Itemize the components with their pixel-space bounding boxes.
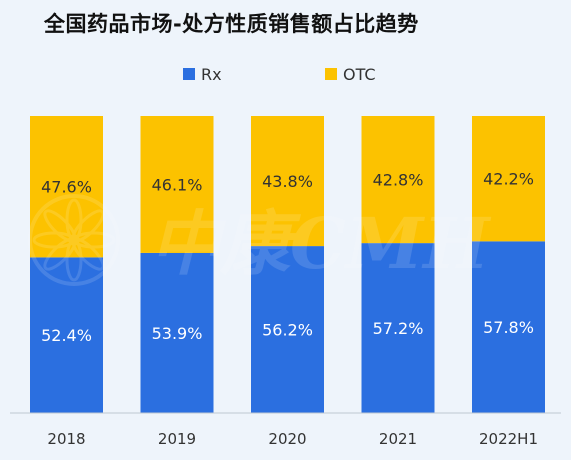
legend-swatch-otc <box>325 68 337 80</box>
x-tick-label-2020: 2020 <box>268 430 306 448</box>
x-tick-labels-group: 2018 2019 2020 2021 2022H1 <box>47 430 538 448</box>
watermark-logo-petal <box>72 231 116 249</box>
watermark-text: 中康CMH <box>150 202 491 285</box>
data-label-rx-2018: 52.4% <box>41 326 92 345</box>
watermark-logo-petal <box>65 238 83 282</box>
data-label-otc-2020: 43.8% <box>262 172 313 191</box>
legend-swatch-rx <box>183 68 195 80</box>
x-tick-label-2019: 2019 <box>158 430 196 448</box>
watermark-logo-ring <box>28 194 120 286</box>
bar-rx-2022H1 <box>472 241 545 413</box>
legend: Rx OTC <box>183 65 376 84</box>
data-label-otc-2022H1: 42.2% <box>483 170 534 189</box>
bar-rx-2018 <box>30 257 103 413</box>
x-tick-label-2021: 2021 <box>379 430 417 448</box>
bars-group <box>30 116 545 413</box>
data-label-otc-2019: 46.1% <box>152 175 203 194</box>
legend-label-rx: Rx <box>201 65 222 84</box>
data-label-otc-2018: 47.6% <box>41 178 92 197</box>
watermark-logo-petal <box>32 231 76 249</box>
bar-otc-2018 <box>30 116 103 258</box>
bar-otc-2019 <box>140 116 214 253</box>
data-labels-group: 52.4% 47.6% 53.9% 46.1% 56.2% 43.8% 57.2% 42.8%… <box>41 170 534 346</box>
legend-label-otc: OTC <box>343 65 376 84</box>
bar-otc-2022H1 <box>472 116 545 242</box>
data-label-rx-2020: 56.2% <box>262 321 313 340</box>
x-tick-label-2018: 2018 <box>47 430 85 448</box>
watermark-logo-petal <box>65 198 83 242</box>
watermark-logo-petal <box>43 209 77 243</box>
data-label-otc-2021: 42.8% <box>373 171 424 190</box>
bar-otc-2020 <box>251 116 324 247</box>
chart-title: 全国药品市场-处方性质销售额占比趋势 <box>44 12 419 36</box>
data-label-rx-2022H1: 57.8% <box>483 318 534 337</box>
data-label-rx-2019: 53.9% <box>152 324 203 343</box>
watermark-logo-petal <box>43 237 77 271</box>
bar-rx-2020 <box>251 246 324 413</box>
watermark-logo-petal <box>71 209 105 243</box>
watermark: 中康CMH <box>28 194 491 286</box>
data-label-rx-2021: 57.2% <box>373 319 424 338</box>
watermark-logo-petal <box>71 237 105 271</box>
x-tick-label-2022H1: 2022H1 <box>479 430 538 448</box>
bar-otc-2021 <box>361 116 435 244</box>
bar-rx-2021 <box>361 243 435 413</box>
bar-rx-2019 <box>140 252 214 413</box>
